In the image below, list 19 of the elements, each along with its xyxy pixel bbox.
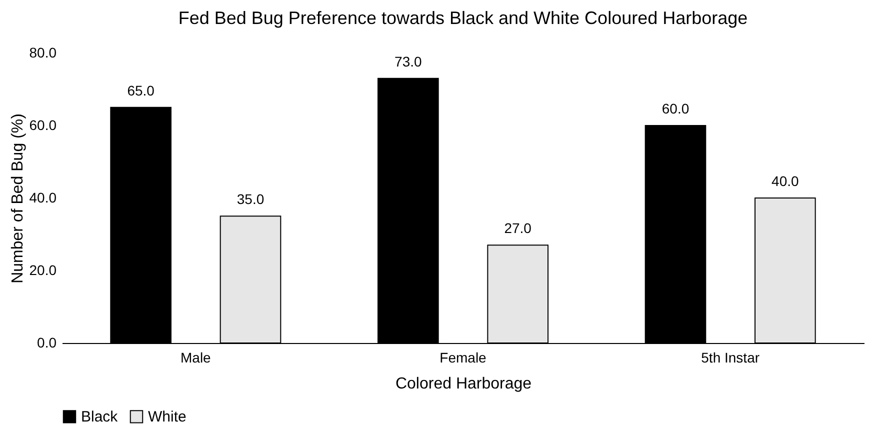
y-tick-label: 0.0 [37,334,57,350]
data-label: 40.0 [772,173,800,189]
chart-title: Fed Bed Bug Preference towards Black and White Coloured Harborage [178,8,748,28]
data-label: 73.0 [394,53,422,70]
legend-label: White [148,408,186,426]
y-tick-label: 40.0 [29,190,57,206]
y-tick-label: 20.0 [29,262,57,278]
x-tick-label: Female [440,350,487,366]
x-tick-label: 5th Instar [701,350,760,366]
x-tick-label: Male [180,350,212,366]
data-label: 35.0 [236,191,264,208]
x-axis-title: Colored Harborage [395,376,532,392]
data-label: 27.0 [504,220,532,236]
legend-label: Black [81,408,118,426]
y-tick-label: 60.0 [29,117,57,133]
data-label: 65.0 [127,82,155,98]
y-axis-title: Number of Bed Bug (%) [9,114,26,284]
data-label: 60.0 [662,100,690,116]
y-tick-label: 80.0 [29,44,57,60]
